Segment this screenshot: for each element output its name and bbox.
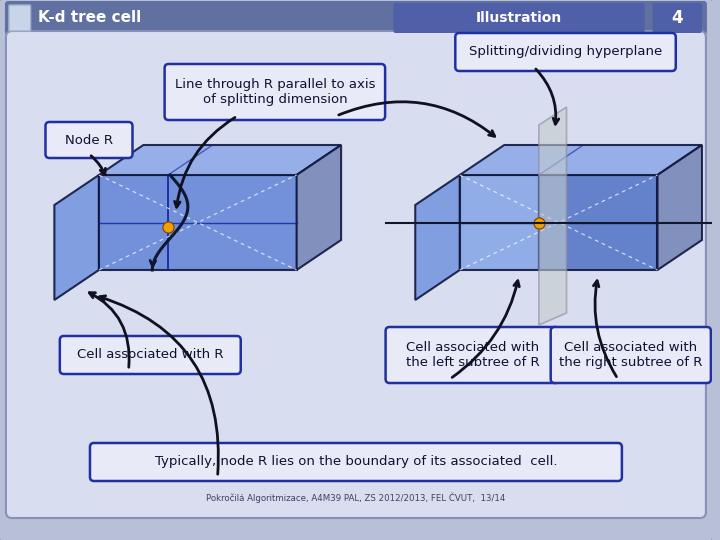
Text: 4: 4 (672, 9, 683, 27)
Polygon shape (460, 145, 702, 175)
Polygon shape (460, 175, 539, 270)
Polygon shape (539, 175, 657, 270)
FancyBboxPatch shape (165, 64, 385, 120)
Text: Cell associated with
the left subtree of R: Cell associated with the left subtree of… (406, 341, 539, 369)
Text: Typically, node R lies on the boundary of its associated  cell.: Typically, node R lies on the boundary o… (155, 456, 557, 469)
FancyBboxPatch shape (652, 3, 702, 33)
Text: Cell associated with
the right subtree of R: Cell associated with the right subtree o… (559, 341, 703, 369)
Polygon shape (297, 145, 341, 270)
Text: Line through R parallel to axis
of splitting dimension: Line through R parallel to axis of split… (175, 78, 375, 106)
Text: Cell associated with R: Cell associated with R (77, 348, 223, 361)
Text: Splitting/dividing hyperplane: Splitting/dividing hyperplane (469, 45, 662, 58)
Polygon shape (539, 107, 567, 325)
Polygon shape (99, 145, 341, 175)
Text: K-d tree cell: K-d tree cell (37, 10, 141, 25)
FancyBboxPatch shape (455, 33, 676, 71)
FancyBboxPatch shape (6, 31, 706, 518)
FancyBboxPatch shape (9, 5, 31, 31)
FancyBboxPatch shape (60, 336, 240, 374)
Text: Node R: Node R (65, 133, 113, 146)
Text: Pokročilá Algoritmizace, A4M39 PAL, ZS 2012/2013, FEL ČVUT,  13/14: Pokročilá Algoritmizace, A4M39 PAL, ZS 2… (206, 492, 505, 503)
Polygon shape (415, 175, 460, 300)
Polygon shape (55, 175, 99, 300)
FancyBboxPatch shape (394, 3, 644, 33)
Polygon shape (657, 145, 702, 270)
Polygon shape (99, 175, 297, 270)
Text: Illustration: Illustration (476, 11, 562, 25)
FancyBboxPatch shape (90, 443, 622, 481)
FancyBboxPatch shape (386, 327, 559, 383)
FancyBboxPatch shape (551, 327, 711, 383)
FancyBboxPatch shape (5, 1, 707, 35)
FancyBboxPatch shape (45, 122, 132, 158)
Bar (8, 4, 704, 32)
